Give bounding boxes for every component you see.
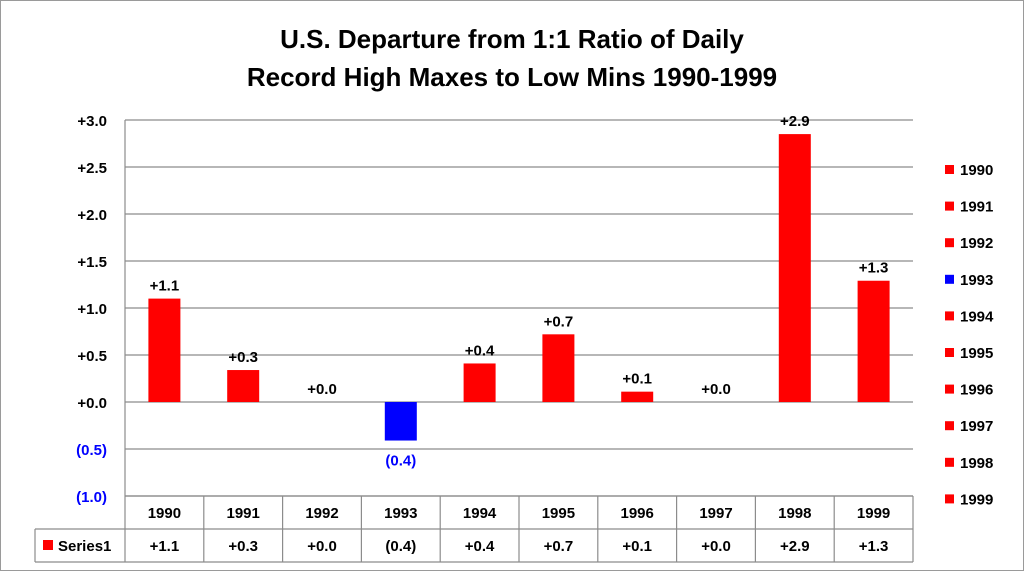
x-tick-label: 1999 (857, 505, 890, 522)
legend-label-1991: 1991 (960, 199, 993, 216)
legend-swatch-1994 (945, 311, 954, 321)
legend-label-1995: 1995 (960, 345, 993, 362)
y-tick-label: +1.0 (77, 301, 107, 318)
table-value-1994: +0.4 (465, 538, 495, 555)
y-tick-label: +2.0 (77, 207, 107, 224)
x-tick-label: 1992 (305, 505, 338, 522)
data-label-1990: +1.1 (150, 278, 180, 295)
legend-swatch-1991 (945, 201, 954, 211)
data-label-1999: +1.3 (859, 260, 889, 277)
data-label-1994: +0.4 (465, 342, 495, 359)
legend-swatch-1996 (945, 384, 954, 394)
legend-swatch-1997 (945, 421, 954, 431)
bar-1996 (621, 391, 654, 402)
bar-1991 (227, 370, 260, 402)
data-table: 1990 +1.1 1991 +0.3 1992 +0.0 1993 (0.4) 1994 +0.… (34, 495, 914, 563)
x-tick-label: 1995 (542, 505, 575, 522)
legend-swatch-1995 (945, 348, 954, 357)
legend-label-1990: 1990 (960, 162, 993, 179)
y-tick-label: +3.0 (77, 113, 107, 130)
bars (148, 134, 890, 441)
data-label-1993: (0.4) (385, 453, 416, 470)
chart-title-line-1: U.S. Departure from 1:1 Ratio of Daily (280, 24, 744, 54)
data-label-1995: +0.7 (544, 313, 574, 330)
legend-label-1998: 1998 (960, 455, 993, 472)
x-tick-label: 1998 (778, 505, 811, 522)
bar-1990 (148, 298, 181, 402)
x-tick-label: 1994 (463, 505, 497, 522)
data-label-1996: +0.1 (622, 371, 652, 388)
table-value-1999: +1.3 (859, 538, 889, 555)
legend-label-1999: 1999 (960, 491, 993, 508)
y-tick-label: +0.0 (77, 395, 107, 412)
y-tick-label: +0.5 (77, 348, 107, 365)
table-value-1995: +0.7 (544, 538, 574, 555)
series-key-swatch (43, 540, 53, 550)
table-value-1998: +2.9 (780, 538, 810, 555)
legend-swatch-1999 (945, 494, 954, 504)
y-tick-label: (0.5) (76, 442, 107, 459)
chart-title: U.S. Departure from 1:1 Ratio of Daily R… (0, 20, 1024, 96)
data-label-1991: +0.3 (228, 349, 258, 366)
y-tick-label: +2.5 (77, 160, 107, 177)
legend-label-1997: 1997 (960, 418, 993, 435)
bar-1998 (778, 134, 811, 402)
y-tick-label: (1.0) (76, 489, 107, 506)
table-value-1992: +0.0 (307, 538, 337, 555)
legend-label-1996: 1996 (960, 382, 993, 399)
x-tick-label: 1997 (699, 505, 732, 522)
x-tick-label: 1991 (227, 505, 260, 522)
bar-1995 (542, 334, 575, 402)
table-value-1993: (0.4) (385, 538, 416, 555)
x-tick-label: 1993 (384, 505, 417, 522)
series-key-label: Series1 (58, 538, 111, 555)
data-label-1998: +2.9 (780, 113, 810, 130)
x-tick-label: 1990 (148, 505, 181, 522)
data-labels: +1.1 +0.3 +0.0 (0.4) +0.4 +0.7 +0.1 +0.0 +2.9 +1.… (150, 113, 889, 469)
x-tick-label: 1996 (621, 505, 654, 522)
legend-label-1992: 1992 (960, 235, 993, 252)
table-value-1997: +0.0 (701, 538, 731, 555)
bar-1999 (857, 280, 890, 402)
y-axis: +3.0 +2.5 +2.0 +1.5 +1.0 +0.5 +0.0 (0.5) (1.0) (76, 113, 126, 506)
chart-title-line-2: Record High Maxes to Low Mins 1990-1999 (246, 62, 778, 92)
table-value-1996: +0.1 (622, 538, 652, 555)
table-value-1990: +1.1 (150, 538, 180, 555)
bar-1993 (384, 402, 417, 441)
data-label-1992: +0.0 (307, 381, 337, 398)
legend-swatch-1993 (945, 274, 954, 284)
legend-swatch-1992 (945, 238, 954, 248)
legend: 1990 1991 1992 1993 1994 1995 1996 1997 1998 1999 (945, 162, 994, 508)
y-tick-label: +1.5 (77, 254, 107, 271)
legend-swatch-1990 (945, 165, 954, 174)
legend-swatch-1998 (945, 457, 954, 467)
table-value-1991: +0.3 (228, 538, 258, 555)
data-label-1997: +0.0 (701, 381, 731, 398)
legend-label-1993: 1993 (960, 272, 993, 289)
legend-label-1994: 1994 (960, 308, 994, 325)
bar-1994 (463, 363, 496, 402)
